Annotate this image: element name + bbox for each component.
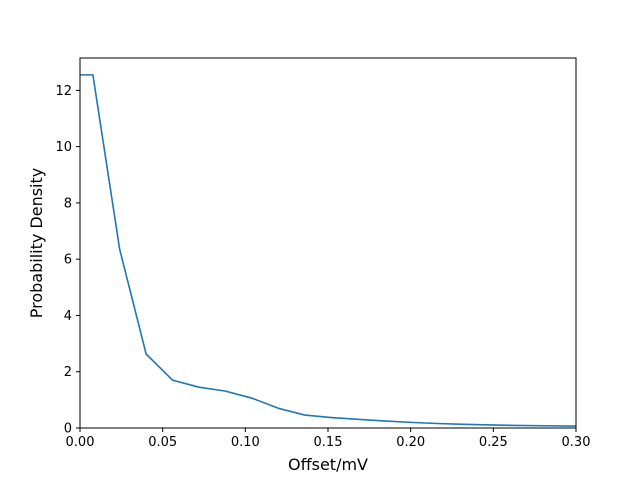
x-tick-label: 0.25 [479,435,508,450]
y-tick-label: 2 [64,365,72,380]
series-line [80,74,576,427]
axes-frame [79,57,577,429]
x-tick-label: 0.20 [396,435,425,450]
y-axis-label: Probability Density [27,168,46,319]
y-tick-label: 6 [64,253,72,268]
y-tick-label: 0 [64,422,72,437]
x-tick-label: 0.00 [66,435,95,450]
x-axis-label: Offset/mV [288,455,368,474]
x-tick-label: 0.10 [231,435,260,450]
x-tick-label: 0.05 [148,435,177,450]
y-axis-ticks: 0 2 4 6 8 10 12 [55,84,80,437]
plot-area [80,74,576,427]
y-tick-label: 12 [55,84,72,99]
x-axis-ticks: 0.00 0.05 0.10 0.15 0.20 0.25 0.30 [66,428,591,450]
y-tick-label: 10 [55,140,72,155]
y-tick-label: 8 [64,196,72,211]
y-tick-label: 4 [64,309,72,324]
x-tick-label: 0.30 [562,435,591,450]
x-tick-label: 0.15 [314,435,343,450]
